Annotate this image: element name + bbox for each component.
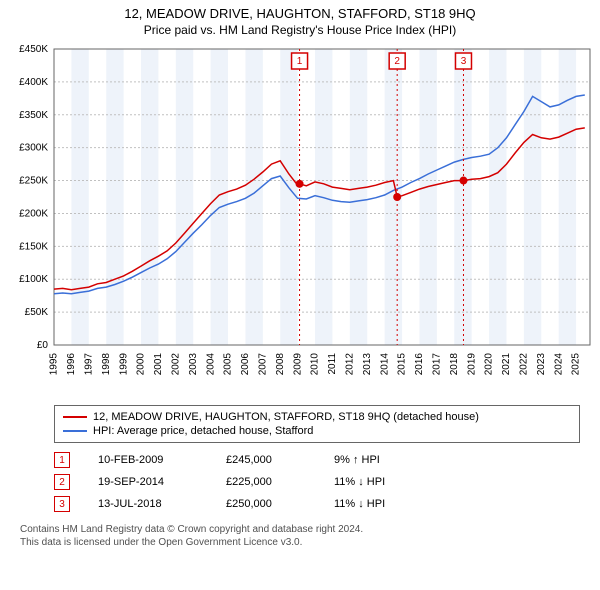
svg-text:2009: 2009: [292, 353, 303, 376]
svg-text:2020: 2020: [484, 353, 495, 376]
svg-text:2018: 2018: [449, 353, 460, 376]
footnote: Contains HM Land Registry data © Crown c…: [20, 523, 580, 549]
title-subtitle: Price paid vs. HM Land Registry's House …: [0, 23, 600, 37]
svg-text:2010: 2010: [310, 353, 321, 376]
sale-marker-1: 1: [54, 452, 70, 468]
svg-text:2: 2: [394, 56, 400, 67]
sales-row: 2 19-SEP-2014 £225,000 11% ↓ HPI: [54, 471, 580, 493]
svg-text:2012: 2012: [344, 353, 355, 376]
sale-date: 13-JUL-2018: [98, 498, 198, 510]
sale-diff: 9% ↑ HPI: [334, 454, 434, 466]
legend-swatch-hpi: [63, 430, 87, 432]
chart-title-block: 12, MEADOW DRIVE, HAUGHTON, STAFFORD, ST…: [0, 0, 600, 39]
svg-text:2013: 2013: [362, 353, 373, 376]
sale-date: 10-FEB-2009: [98, 454, 198, 466]
svg-text:1997: 1997: [83, 353, 94, 376]
svg-text:£400K: £400K: [19, 77, 48, 88]
svg-text:1999: 1999: [118, 353, 129, 376]
footnote-line2: This data is licensed under the Open Gov…: [20, 536, 580, 549]
svg-text:3: 3: [461, 56, 467, 67]
sale-price: £245,000: [226, 454, 306, 466]
svg-text:2003: 2003: [188, 353, 199, 376]
svg-text:2024: 2024: [553, 353, 564, 376]
svg-text:2016: 2016: [414, 353, 425, 376]
sale-diff: 11% ↓ HPI: [334, 498, 434, 510]
svg-text:2007: 2007: [257, 353, 268, 376]
svg-text:£250K: £250K: [19, 176, 48, 187]
sale-date: 19-SEP-2014: [98, 476, 198, 488]
sales-table: 1 10-FEB-2009 £245,000 9% ↑ HPI 2 19-SEP…: [54, 449, 580, 515]
svg-text:2017: 2017: [431, 353, 442, 376]
svg-text:1996: 1996: [66, 353, 77, 376]
footnote-line1: Contains HM Land Registry data © Crown c…: [20, 523, 580, 536]
chart-area: £0 £50K £100K £150K £200K £250K £300K £350K £400…: [0, 39, 600, 399]
svg-text:2000: 2000: [136, 353, 147, 376]
svg-text:2023: 2023: [536, 353, 547, 376]
svg-text:1998: 1998: [101, 353, 112, 376]
svg-text:2011: 2011: [327, 353, 338, 375]
sale-price: £250,000: [226, 498, 306, 510]
svg-text:2008: 2008: [275, 353, 286, 376]
svg-text:2015: 2015: [397, 353, 408, 376]
sale-price: £225,000: [226, 476, 306, 488]
legend-swatch-property: [63, 416, 87, 418]
svg-text:1: 1: [297, 56, 303, 67]
svg-text:2022: 2022: [519, 353, 530, 376]
title-address: 12, MEADOW DRIVE, HAUGHTON, STAFFORD, ST…: [0, 6, 600, 21]
svg-text:£0: £0: [37, 340, 49, 351]
legend: 12, MEADOW DRIVE, HAUGHTON, STAFFORD, ST…: [54, 405, 580, 443]
sale-marker-3: 3: [54, 496, 70, 512]
svg-text:1995: 1995: [49, 353, 60, 376]
svg-text:2025: 2025: [571, 353, 582, 376]
svg-text:2005: 2005: [223, 353, 234, 376]
sales-row: 3 13-JUL-2018 £250,000 11% ↓ HPI: [54, 493, 580, 515]
svg-text:2021: 2021: [501, 353, 512, 376]
sale-marker-2: 2: [54, 474, 70, 490]
legend-label-hpi: HPI: Average price, detached house, Staf…: [93, 425, 313, 437]
svg-text:£150K: £150K: [19, 241, 48, 252]
legend-label-property: 12, MEADOW DRIVE, HAUGHTON, STAFFORD, ST…: [93, 411, 479, 423]
legend-row-hpi: HPI: Average price, detached house, Staf…: [63, 424, 571, 438]
sales-row: 1 10-FEB-2009 £245,000 9% ↑ HPI: [54, 449, 580, 471]
svg-text:£200K: £200K: [19, 208, 48, 219]
svg-text:2001: 2001: [153, 353, 164, 376]
svg-text:£50K: £50K: [25, 307, 49, 318]
svg-text:2019: 2019: [466, 353, 477, 376]
svg-text:2014: 2014: [379, 353, 390, 376]
svg-text:£350K: £350K: [19, 110, 48, 121]
svg-text:2004: 2004: [205, 353, 216, 376]
legend-row-property: 12, MEADOW DRIVE, HAUGHTON, STAFFORD, ST…: [63, 410, 571, 424]
svg-text:£100K: £100K: [19, 274, 48, 285]
svg-text:2002: 2002: [170, 353, 181, 376]
chart-svg: £0 £50K £100K £150K £200K £250K £300K £350K £400…: [0, 39, 600, 399]
svg-text:£450K: £450K: [19, 44, 48, 55]
svg-text:£300K: £300K: [19, 143, 48, 154]
svg-text:2006: 2006: [240, 353, 251, 376]
sale-diff: 11% ↓ HPI: [334, 476, 434, 488]
